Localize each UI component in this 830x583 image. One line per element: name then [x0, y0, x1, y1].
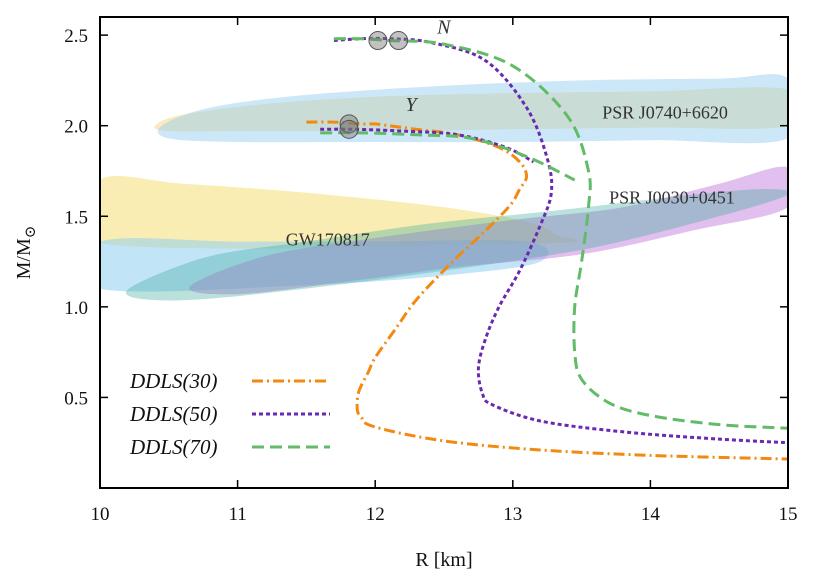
plot-frame — [99, 16, 789, 489]
constraint-region-5 — [125, 189, 788, 301]
max-mass-marker-0 — [368, 31, 388, 51]
y-tick-label: 0.5 — [64, 388, 88, 409]
y-tick-label: 1.0 — [64, 298, 88, 319]
x-tick-label: 13 — [503, 504, 522, 525]
max-mass-marker-3 — [339, 119, 359, 139]
y-tick-label: 2.5 — [64, 26, 88, 47]
constraint-region-1 — [157, 74, 788, 144]
branch-labels: NY — [405, 16, 452, 116]
region-label-0: PSR J0740+6620 — [602, 102, 728, 122]
region-label-1: PSR J0030+0451 — [609, 188, 735, 208]
series-line-1 — [333, 36, 788, 445]
max-mass-marker-1 — [389, 31, 409, 51]
y-tick-label: 2.0 — [64, 117, 88, 138]
axis-ticks: 10 11 12 13 14 15 0.5 1.0 1.5 2.0 2.5 — [64, 17, 798, 525]
x-tick-label: 10 — [91, 504, 110, 525]
constraint-regions — [100, 74, 788, 301]
branch-label-0: N — [436, 16, 452, 38]
series-line-2 — [333, 37, 788, 430]
x-tick-label: 14 — [641, 504, 661, 525]
region-labels: PSR J0740+6620 PSR J0030+0451 GW170817 — [286, 102, 735, 249]
legend-label-1: DDLS(50) — [129, 402, 218, 426]
y-axis-label: M/M⊙ — [13, 226, 39, 280]
max-mass-markers — [339, 31, 409, 139]
legend-label-0: DDLS(30) — [129, 369, 218, 393]
y-axis-label-main: M/M — [13, 238, 35, 279]
y-tick-label: 1.5 — [64, 207, 88, 228]
constraint-region-4 — [189, 166, 788, 295]
y-axis-label-subscript: ⊙ — [23, 226, 39, 239]
x-tick-label: 11 — [228, 504, 246, 525]
region-label-2: GW170817 — [286, 229, 370, 249]
x-tick-label: 12 — [366, 504, 385, 525]
series-line-0 — [306, 120, 788, 461]
max-mass-marker-2 — [339, 114, 359, 134]
constraint-region-0 — [154, 87, 788, 132]
x-tick-label: 15 — [779, 504, 798, 525]
x-axis-label: R [km] — [415, 549, 472, 571]
legend: DDLS(30) DDLS(50) DDLS(70) — [129, 369, 330, 459]
legend-label-2: DDLS(70) — [129, 435, 218, 459]
branch-label-1: Y — [405, 94, 418, 116]
